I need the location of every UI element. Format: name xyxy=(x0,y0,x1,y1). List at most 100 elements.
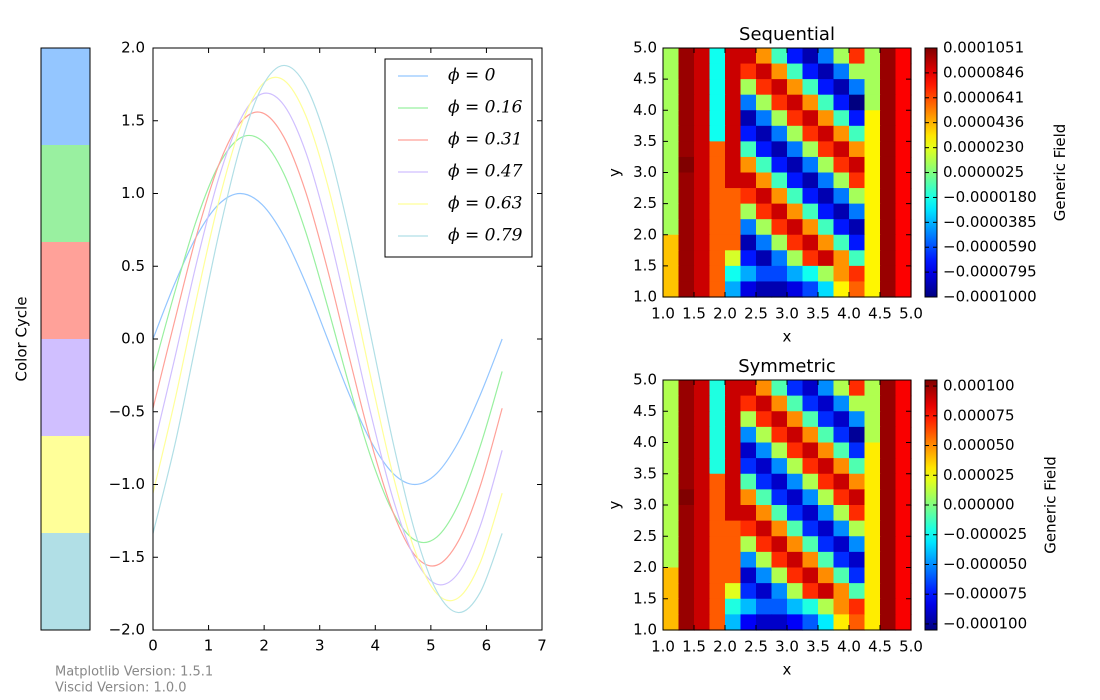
heatmap-cell xyxy=(864,125,881,142)
heatmap-cell xyxy=(709,63,726,80)
heatmap-cell xyxy=(880,156,897,174)
heatmap-cell xyxy=(709,473,726,490)
heatmap-cell xyxy=(880,125,897,142)
heatmap-cell xyxy=(787,395,804,412)
heatmap-cell xyxy=(864,489,881,506)
heatmap-cell xyxy=(740,614,757,631)
heatmap-cell xyxy=(833,219,850,236)
y-tick-label: 1.0 xyxy=(633,288,657,306)
y-tick-label: 2.0 xyxy=(633,225,657,243)
heatmap-cell xyxy=(725,250,742,267)
heatmap-cell xyxy=(740,110,757,127)
heatmap-cell xyxy=(725,442,742,459)
x-tick-label: 2.0 xyxy=(713,305,737,323)
heatmap-cell xyxy=(802,536,819,553)
heatmap-cell xyxy=(864,567,881,584)
heatmap-cell xyxy=(740,281,757,298)
heatmap-cell xyxy=(740,411,757,428)
heatmap-cell xyxy=(880,614,897,631)
heatmap-cell xyxy=(864,473,881,490)
y-tick-label: 1.5 xyxy=(633,589,657,607)
legend-box xyxy=(384,58,533,258)
heatmap-cell xyxy=(818,395,835,412)
heatmap-cell xyxy=(864,614,881,631)
x-tick-label: 2 xyxy=(259,637,269,655)
heatmap-cell xyxy=(833,281,850,298)
heatmap-cell xyxy=(895,48,912,65)
heatmap-cell xyxy=(864,94,881,111)
heatmap-cell xyxy=(833,250,850,267)
heatmap-cell xyxy=(880,188,897,205)
heatmap-cell xyxy=(678,219,695,236)
heatmap-cell xyxy=(725,125,742,142)
colorbar-tick-label: 0.000050 xyxy=(943,436,1015,454)
heatmap-cell xyxy=(678,281,695,298)
heatmap-cell xyxy=(771,458,788,475)
heatmap-cell xyxy=(740,156,757,174)
heatmap-cell xyxy=(802,442,819,459)
heatmap-cell xyxy=(725,536,742,553)
y-tick-label: 1.0 xyxy=(633,621,657,639)
heatmap-cell xyxy=(895,265,912,283)
heatmap-cell xyxy=(787,188,804,205)
heatmap-cell xyxy=(818,141,835,158)
heatmap-cell xyxy=(756,458,773,475)
heatmap-cell xyxy=(663,598,680,615)
heatmap-cell xyxy=(694,536,711,553)
heatmap-cell xyxy=(694,505,711,522)
heatmap-cell xyxy=(771,63,788,80)
heatmap-cell xyxy=(802,395,819,412)
heatmap-cell xyxy=(756,188,773,205)
heatmap-cell xyxy=(787,141,804,158)
heatmap-cell xyxy=(771,567,788,584)
y-tick-label: 4.0 xyxy=(633,101,657,119)
heatmap-cell xyxy=(802,48,819,65)
heatmap-cell xyxy=(849,203,866,220)
colorbar-tick-label: 0.000075 xyxy=(943,406,1015,424)
x-tick-label: 1.5 xyxy=(682,305,706,323)
heatmap-cell xyxy=(678,551,695,569)
heatmap-cell xyxy=(663,520,680,537)
heatmap-cell xyxy=(678,520,695,537)
heatmap-cell xyxy=(709,411,726,428)
colorbar-tick-label: −0.000100 xyxy=(943,614,1027,632)
heatmap-cell xyxy=(818,219,835,236)
heatmap-cell xyxy=(694,583,711,600)
heatmap-cell xyxy=(678,156,695,174)
heatmap-cell xyxy=(880,94,897,111)
heatmap-cell xyxy=(725,551,742,569)
heatmap-cell xyxy=(864,188,881,205)
y-axis-label: y xyxy=(606,168,624,177)
colorbar-tick-label: 0.0001051 xyxy=(943,39,1024,57)
heatmap-cell xyxy=(740,567,757,584)
heatmap-cell xyxy=(678,536,695,553)
heatmap-cell xyxy=(787,567,804,584)
heatmap-cell xyxy=(771,172,788,189)
heatmap-cell xyxy=(864,380,881,397)
heatmap-cell xyxy=(663,219,680,236)
heatmap-cell xyxy=(849,234,866,251)
heatmap-cell xyxy=(756,411,773,428)
heatmap-cell xyxy=(818,188,835,205)
heatmap-cell xyxy=(880,411,897,428)
x-tick-label: 2.5 xyxy=(744,638,768,656)
y-tick-label: 3.5 xyxy=(633,464,657,482)
heatmap-cell xyxy=(880,79,897,96)
heatmap-cell xyxy=(864,583,881,600)
heatmap-cell xyxy=(663,411,680,428)
heatmap-cell xyxy=(663,380,680,397)
heatmap-cell xyxy=(849,156,866,174)
heatmap-cell xyxy=(663,395,680,412)
heatmap-cell xyxy=(740,265,757,283)
heatmap-cell xyxy=(895,458,912,475)
heatmap-cell xyxy=(663,281,680,298)
heatmap-cell xyxy=(709,234,726,251)
heatmap-cell xyxy=(833,234,850,251)
color-swatch xyxy=(41,48,90,146)
heatmap-cell xyxy=(678,94,695,111)
heatmap-cell xyxy=(880,141,897,158)
heatmap-cell xyxy=(678,188,695,205)
heatmap-cell xyxy=(787,598,804,615)
heatmap-cell xyxy=(740,426,757,444)
heatmap-cell xyxy=(771,473,788,490)
